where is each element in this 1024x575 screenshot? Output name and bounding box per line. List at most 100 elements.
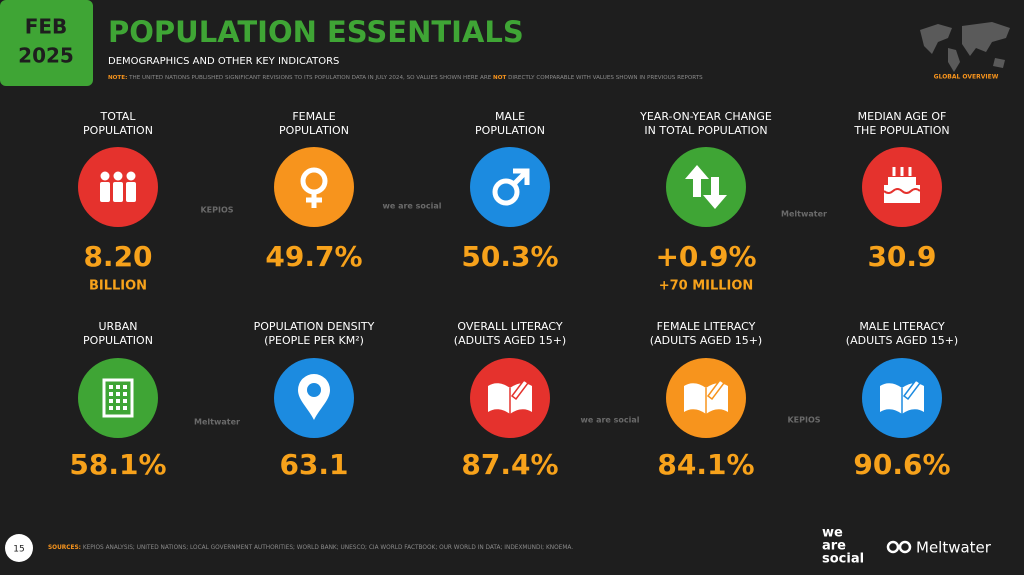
icon-part — [116, 406, 120, 410]
tile-label: POPULATION — [83, 124, 153, 137]
note-emphasis: NOT — [493, 75, 506, 81]
icon-part — [100, 182, 110, 202]
icon-part — [123, 399, 127, 403]
tile-label: (PEOPLE PER KM²) — [264, 334, 364, 347]
page-number: 15 — [13, 545, 24, 555]
logo-line: we — [822, 526, 843, 541]
tile-label: IN TOTAL POPULATION — [644, 124, 767, 137]
tile-label: (ADULTS AGED 15+) — [650, 334, 762, 347]
tile-value: 30.9 — [867, 240, 936, 273]
note-text: DIRECTLY COMPARABLE WITH VALUES SHOWN IN… — [508, 75, 703, 81]
tile-label: (ADULTS AGED 15+) — [846, 334, 958, 347]
icon — [883, 167, 921, 203]
watermark: KEPIOS — [787, 416, 820, 425]
icon — [488, 378, 532, 414]
tile-value: 84.1% — [657, 448, 754, 481]
tile-sub: +70 MILLION — [659, 279, 754, 294]
icon-part — [902, 378, 922, 401]
tile-label: POPULATION DENSITY — [254, 320, 375, 333]
tile-label: (ADULTS AGED 15+) — [454, 334, 566, 347]
icon-circle — [274, 147, 354, 227]
icon-part — [116, 385, 120, 389]
tile-label: MEDIAN AGE OF — [858, 110, 947, 123]
tile-value: 87.4% — [461, 448, 558, 481]
tile-value: 8.20 — [83, 240, 152, 273]
icon-part — [306, 192, 322, 208]
icon-part — [883, 188, 921, 194]
icon-part — [307, 383, 321, 397]
page-badge — [5, 534, 33, 562]
tile-value: 58.1% — [69, 448, 166, 481]
icon-part — [123, 385, 127, 389]
icon-part — [126, 182, 136, 202]
tiles: TOTALPOPULATION8.20BILLIONFEMALEPOPULATI… — [69, 110, 958, 481]
icon-part — [123, 392, 127, 396]
icon-circle — [470, 147, 550, 227]
tile: POPULATION DENSITY(PEOPLE PER KM²) 63.1 — [254, 320, 375, 481]
icon — [685, 165, 727, 209]
watermark: Meltwater — [194, 418, 240, 427]
icon-part — [126, 171, 136, 181]
tile-value: 50.3% — [461, 240, 558, 273]
note: NOTE: THE UNITED NATIONS PUBLISHED SIGNI… — [108, 75, 703, 81]
icon — [880, 378, 924, 414]
icon-part — [908, 167, 912, 176]
logo-line: are — [822, 539, 846, 554]
note-label: NOTE: — [108, 75, 127, 81]
icon-part — [492, 178, 520, 206]
icon — [102, 378, 134, 418]
icon-part — [109, 399, 113, 403]
tile-sub: BILLION — [89, 279, 147, 294]
tile-value: 63.1 — [279, 448, 348, 481]
icon-part — [116, 392, 120, 396]
watermark: KEPIOS — [200, 206, 233, 215]
tile-value: 90.6% — [853, 448, 950, 481]
tile: OVERALL LITERACY(ADULTS AGED 15+) 87.4% — [454, 320, 566, 481]
icon-part — [706, 378, 726, 401]
tile-label: TOTAL — [100, 110, 137, 123]
title: POPULATION ESSENTIALS — [108, 15, 524, 49]
icon-circle — [78, 358, 158, 438]
icon-part — [109, 392, 113, 396]
icon-part — [102, 378, 134, 418]
icon-part — [892, 167, 896, 176]
tile-label: THE POPULATION — [853, 124, 949, 137]
icon — [684, 378, 728, 414]
sources: SOURCES: KEPIOS ANALYSIS; UNITED NATIONS… — [48, 545, 573, 551]
tile-label: MALE LITERACY — [859, 320, 945, 333]
icon-part — [900, 167, 904, 176]
subtitle: DEMOGRAPHICS AND OTHER KEY INDICATORS — [108, 56, 339, 67]
note-text: THE UNITED NATIONS PUBLISHED SIGNIFICANT… — [128, 75, 492, 81]
tile-value: +0.9% — [655, 240, 756, 273]
icon-part — [123, 406, 127, 410]
icon — [300, 167, 328, 208]
map-caption: GLOBAL OVERVIEW — [934, 74, 999, 81]
icon — [298, 374, 330, 420]
meltwater-mark — [886, 540, 912, 554]
tile-label: FEMALE LITERACY — [657, 320, 756, 333]
watermark: we are social — [382, 202, 441, 211]
icon — [492, 168, 530, 206]
icon-part — [113, 182, 123, 202]
tile-value: 49.7% — [265, 240, 362, 273]
watermark: Meltwater — [781, 210, 827, 219]
tile-label: POPULATION — [475, 124, 545, 137]
sources-text: KEPIOS ANALYSIS; UNITED NATIONS; LOCAL G… — [83, 545, 573, 551]
icon-part — [884, 185, 920, 203]
logo-line: social — [822, 552, 864, 567]
icon — [100, 171, 136, 202]
sources-label: SOURCES: — [48, 545, 81, 551]
icon-part — [113, 171, 123, 181]
badge-year: 2025 — [18, 44, 74, 68]
tile: MALE LITERACY(ADULTS AGED 15+) 90.6% — [846, 320, 958, 481]
watermark: we are social — [580, 416, 639, 425]
tile-label: URBAN — [99, 320, 138, 333]
icon-part — [888, 177, 916, 185]
